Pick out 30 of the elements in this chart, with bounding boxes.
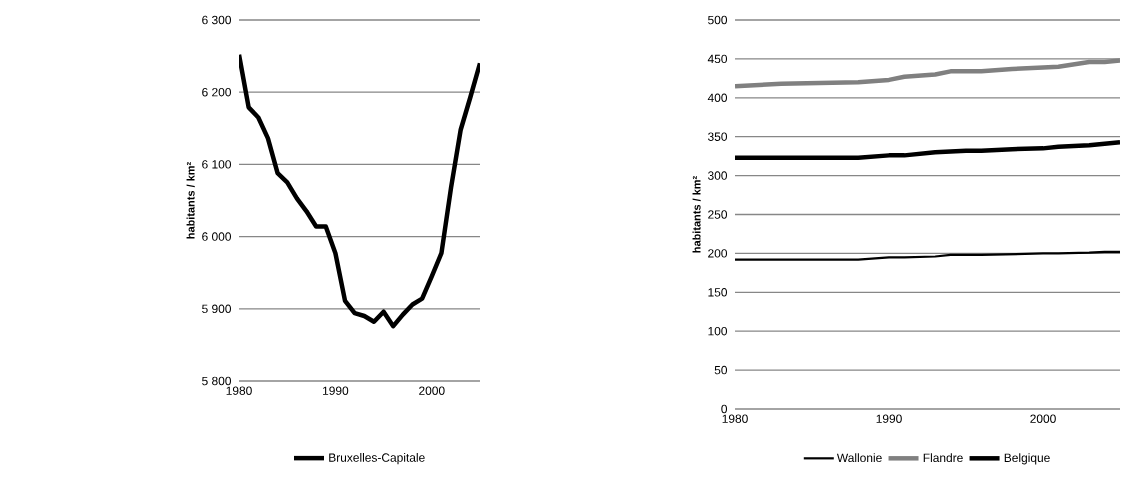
- legend-label: Bruxelles-Capitale: [329, 453, 425, 465]
- y-tick-label: 400: [707, 93, 728, 103]
- y-axis-title: habitants / km²: [692, 176, 701, 253]
- y-tick-label: 6 000: [202, 232, 232, 241]
- legend-label: Flandre: [923, 453, 963, 463]
- y-tick-label: 250: [708, 210, 728, 219]
- y-tick-label: 5 900: [202, 304, 232, 314]
- y-tick-label: 0: [721, 404, 728, 414]
- y-tick-label: 5 800: [202, 376, 232, 386]
- y-tick-label: 500: [708, 15, 728, 25]
- y-axis-title: habitants / km²: [186, 162, 195, 239]
- y-tick-label: 450: [707, 54, 728, 64]
- y-tick-label: 150: [708, 288, 728, 297]
- x-tick-label: 1980: [722, 414, 748, 423]
- y-tick-label: 300: [708, 171, 728, 180]
- y-tick-label: 350: [708, 132, 728, 141]
- y-tick-label: 100: [708, 326, 728, 336]
- line-series: [239, 52, 480, 329]
- y-tick-label: 6 200: [202, 87, 232, 97]
- y-tick-label: 50: [714, 365, 728, 375]
- x-tick-label: 1980: [226, 386, 252, 395]
- legend-label: Belgique: [1004, 453, 1050, 465]
- x-tick-label: 2000: [1030, 414, 1056, 423]
- y-tick-label: 6 300: [202, 15, 232, 25]
- legend-label: Wallonie: [836, 453, 882, 463]
- x-tick-label: 1990: [323, 386, 349, 395]
- y-tick-label: 6 100: [202, 160, 232, 169]
- x-tick-label: 2000: [419, 386, 445, 395]
- x-tick-label: 1990: [876, 414, 902, 423]
- y-tick-label: 200: [708, 249, 728, 258]
